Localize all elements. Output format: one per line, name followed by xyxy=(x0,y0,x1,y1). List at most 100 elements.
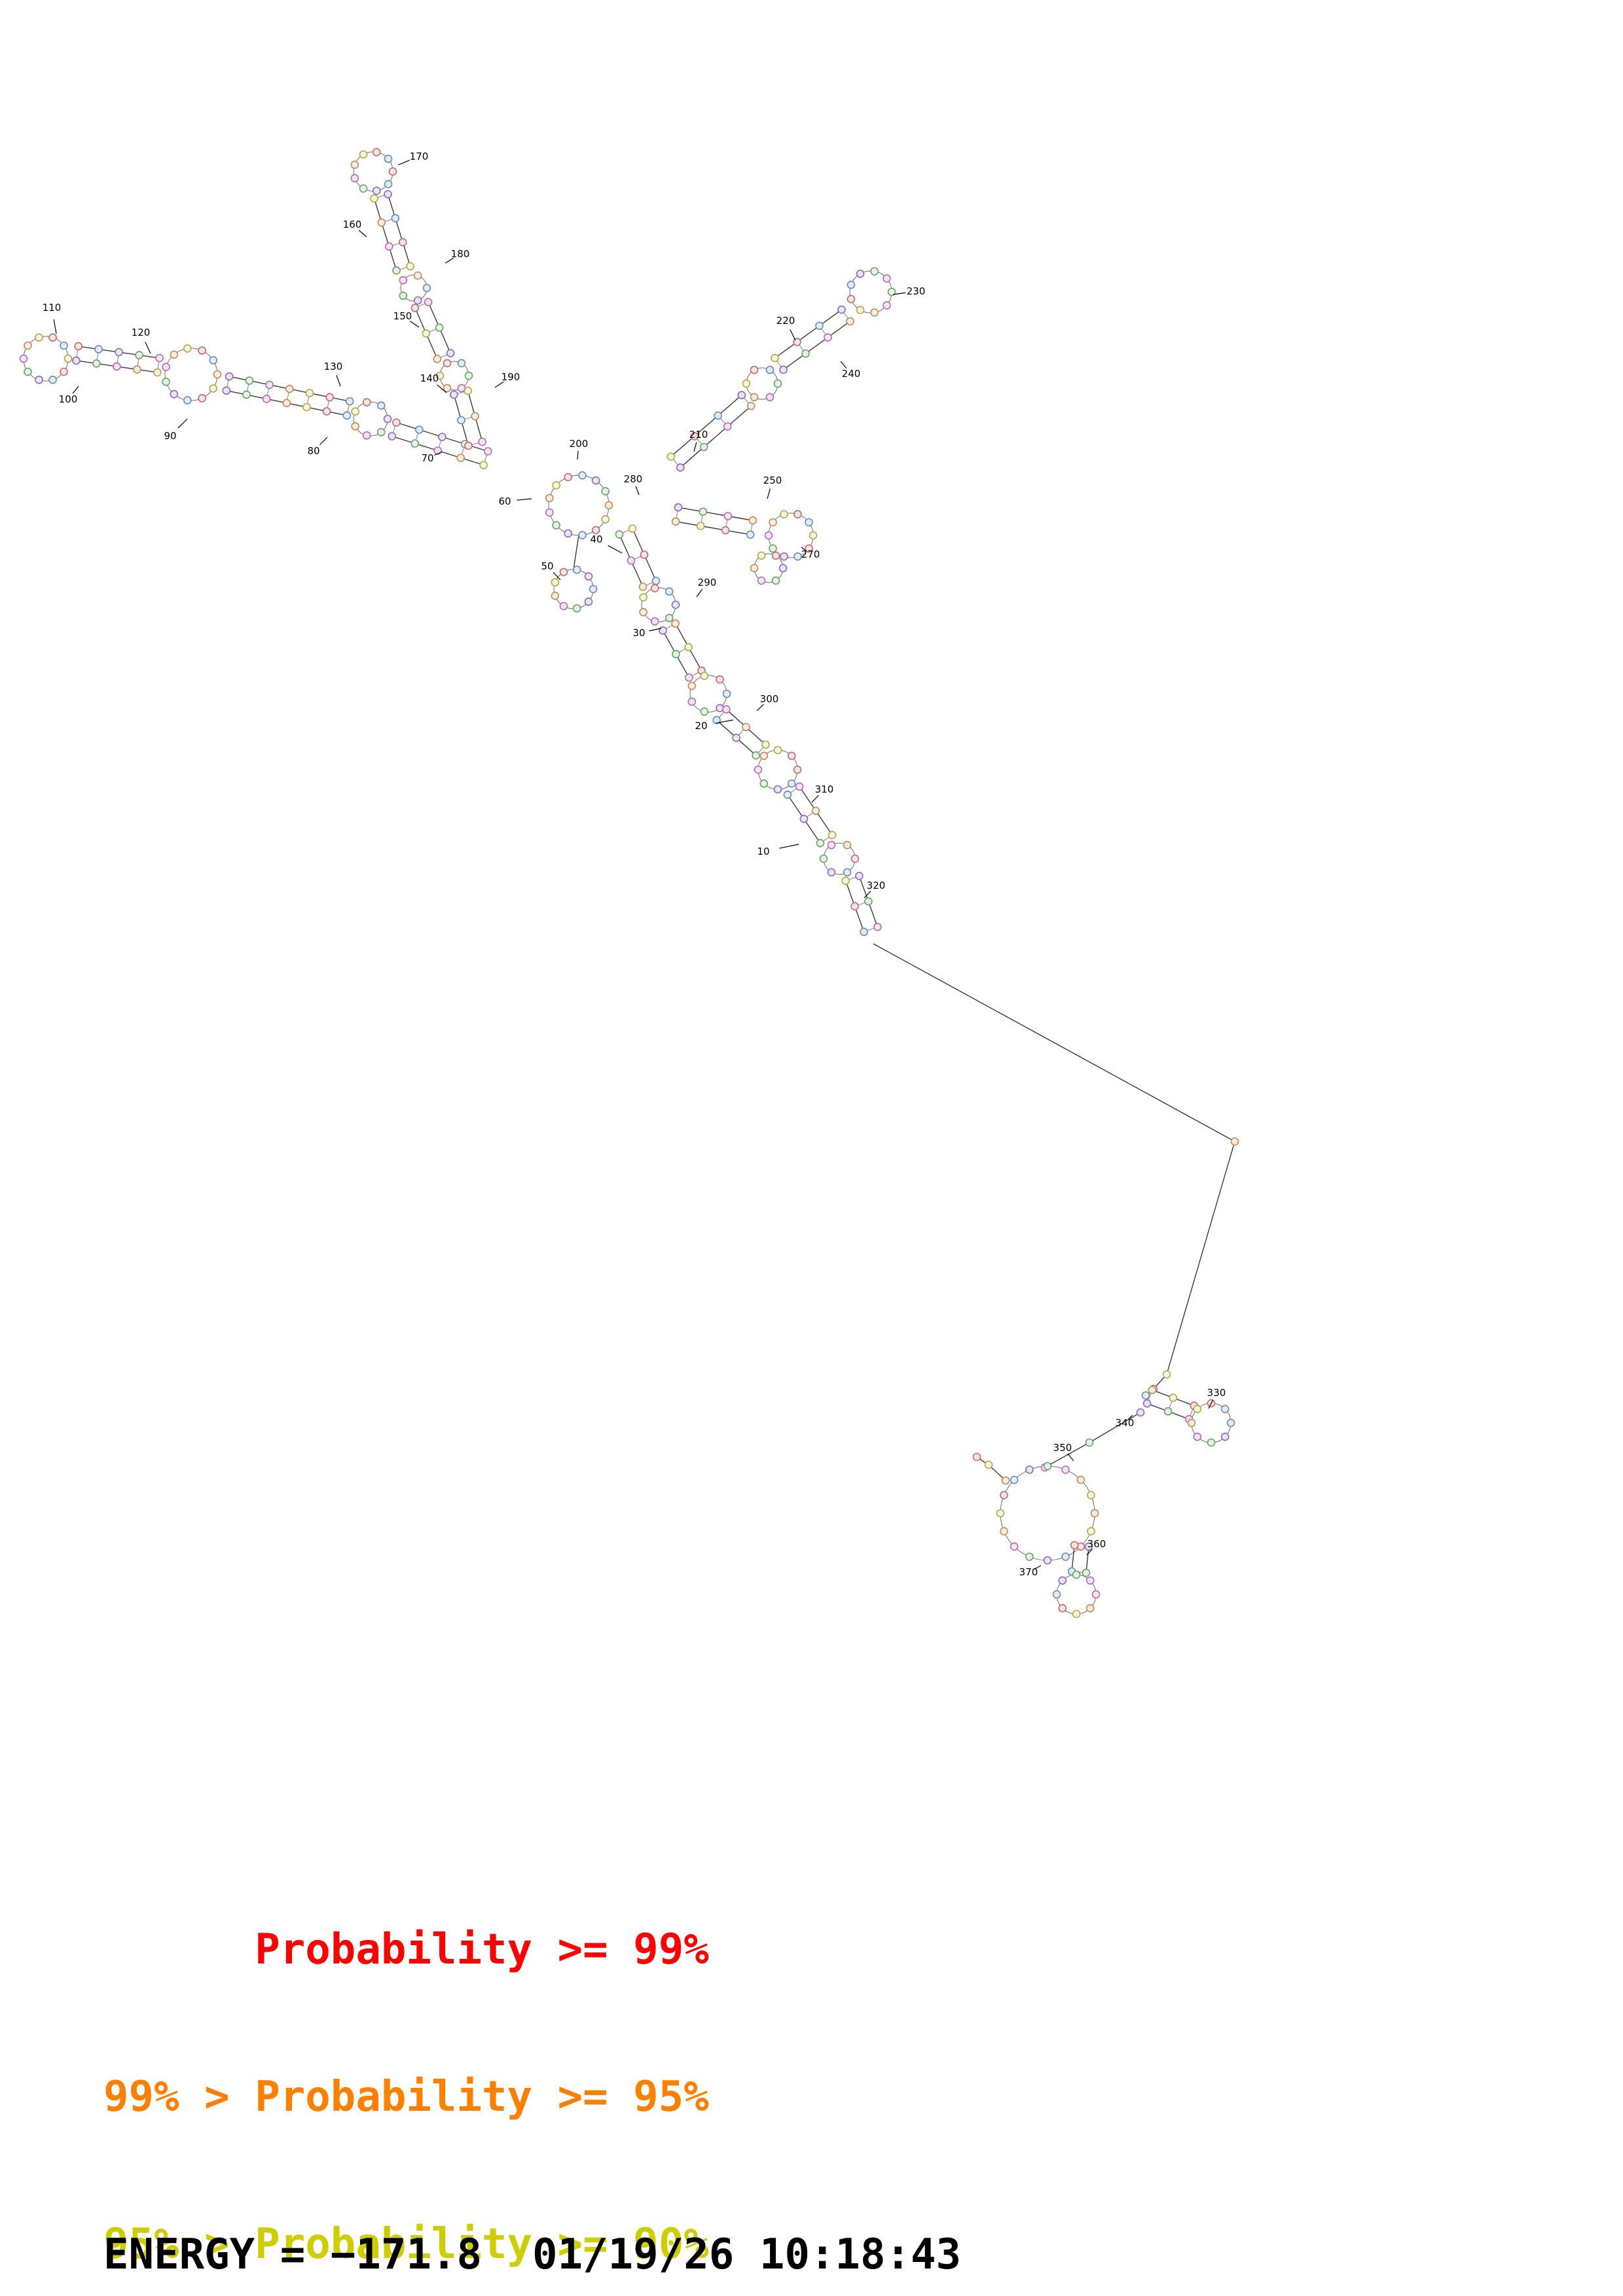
nucleotide-dot xyxy=(651,577,661,585)
helix-strand xyxy=(675,521,751,535)
label-tick xyxy=(1034,1565,1042,1570)
nucleotide-dot xyxy=(388,167,397,176)
nucleotide-dot xyxy=(265,380,274,389)
nucleotide-dot xyxy=(359,150,368,159)
nucleotide-dot xyxy=(413,296,422,305)
helix-strand xyxy=(670,395,742,457)
nucleotide-dot xyxy=(198,394,206,403)
nucleotide-dot xyxy=(809,531,818,540)
nucleotide-dot xyxy=(457,359,466,368)
nucleotide-dot xyxy=(1136,1408,1145,1417)
nucleotide-dot xyxy=(1085,1576,1095,1585)
nucleotide-dot xyxy=(1207,1438,1216,1447)
position-label: 40 xyxy=(590,533,602,545)
nucleotide-dot xyxy=(601,515,610,524)
nucleotide-dot xyxy=(72,356,81,365)
nucleotide-dot xyxy=(714,411,723,420)
position-label: 30 xyxy=(632,627,645,639)
nucleotide-dot xyxy=(828,831,837,840)
nucleotide-dot xyxy=(754,765,763,774)
nucleotide-dot xyxy=(1085,1438,1094,1447)
nucleotide-dot xyxy=(795,782,804,791)
nucleotide-dot xyxy=(690,432,699,440)
position-label: 300 xyxy=(760,693,779,705)
nucleotide-dot xyxy=(827,840,836,850)
nucleotide-dot xyxy=(589,584,598,594)
label-tick xyxy=(53,319,57,334)
nucleotide-dot xyxy=(773,379,782,388)
nucleotide-dot xyxy=(1072,1609,1081,1619)
legend-item-95: 99% > Probability >= 95% xyxy=(103,2073,709,2121)
label-tick xyxy=(608,545,623,554)
nucleotide-dot xyxy=(359,184,368,193)
nucleotide-dot xyxy=(793,510,802,519)
position-label: 150 xyxy=(393,310,412,322)
nucleotide-dot xyxy=(1000,1527,1008,1535)
nucleotide-dot xyxy=(350,173,359,183)
nucleotide-dot xyxy=(1087,1491,1095,1499)
nucleotide-dot xyxy=(24,341,32,350)
nucleotide-dot xyxy=(665,613,674,622)
nucleotide-dot xyxy=(750,365,759,374)
nucleotide-dot xyxy=(1058,1604,1067,1613)
nucleotide-dot xyxy=(1085,1604,1095,1613)
nucleotide-dot xyxy=(392,266,401,275)
nucleotide-dot xyxy=(676,463,685,472)
nucleotide-dot xyxy=(1001,1476,1010,1485)
energy-readout: ENERGY = −171.8 01/19/26 10:18:43 xyxy=(103,2231,962,2279)
label-tick xyxy=(693,442,697,452)
nucleotide-dot xyxy=(837,305,846,314)
nucleotide-dot xyxy=(846,317,854,326)
nucleotide-dot xyxy=(850,854,860,863)
nucleotide-dot xyxy=(1148,1386,1157,1394)
nucleotide-dot xyxy=(1025,1465,1034,1474)
nucleotide-dot xyxy=(696,522,705,530)
position-label: 160 xyxy=(343,219,362,230)
nucleotide-dot xyxy=(769,518,777,527)
nucleotide-dot xyxy=(674,503,683,512)
position-label: 10 xyxy=(757,846,769,857)
nucleotide-dot xyxy=(384,190,392,199)
position-label: 180 xyxy=(451,248,470,260)
nucleotide-dot xyxy=(456,454,465,462)
label-tick xyxy=(494,381,504,388)
nucleotide-dot xyxy=(748,516,757,525)
nucleotide-dot xyxy=(559,601,568,611)
nucleotide-dot xyxy=(1072,1570,1081,1579)
nucleotide-dot xyxy=(35,375,43,384)
nucleotide-dot xyxy=(1087,1527,1095,1535)
nucleotide-dot xyxy=(1141,1391,1150,1400)
nucleotide-dot xyxy=(1061,1465,1070,1474)
backbone-strand xyxy=(976,1456,1006,1481)
nucleotide-dot xyxy=(282,399,291,408)
nucleotide-dot xyxy=(843,868,852,877)
nucleotide-dot xyxy=(35,333,43,342)
nucleotide-dot xyxy=(860,927,868,936)
nucleotide-dot xyxy=(162,377,170,386)
label-tick xyxy=(553,572,561,581)
nucleotide-dot xyxy=(392,418,401,427)
nucleotide-dot xyxy=(399,276,408,285)
nucleotide-dot xyxy=(672,649,680,658)
nucleotide-dot xyxy=(805,518,813,527)
nucleotide-dot xyxy=(864,897,873,906)
position-label: 110 xyxy=(43,302,62,314)
nucleotide-dot xyxy=(422,329,431,338)
nucleotide-dot xyxy=(787,751,796,761)
nucleotide-dot xyxy=(757,551,766,560)
nucleotide-dot xyxy=(183,396,192,404)
nucleotide-dot xyxy=(850,902,859,910)
nucleotide-dot xyxy=(746,401,756,410)
nucleotide-dot xyxy=(351,407,359,416)
position-label: 120 xyxy=(132,327,151,338)
nucleotide-dot xyxy=(1230,1137,1239,1146)
label-tick xyxy=(1127,1414,1133,1420)
label-tick xyxy=(864,891,871,899)
nucleotide-dot xyxy=(410,304,420,312)
nucleotide-dot xyxy=(750,393,759,402)
nucleotide-dot xyxy=(384,242,393,251)
nucleotide-dot xyxy=(552,481,560,490)
label-tick xyxy=(445,257,454,264)
nucleotide-dot xyxy=(551,578,560,587)
